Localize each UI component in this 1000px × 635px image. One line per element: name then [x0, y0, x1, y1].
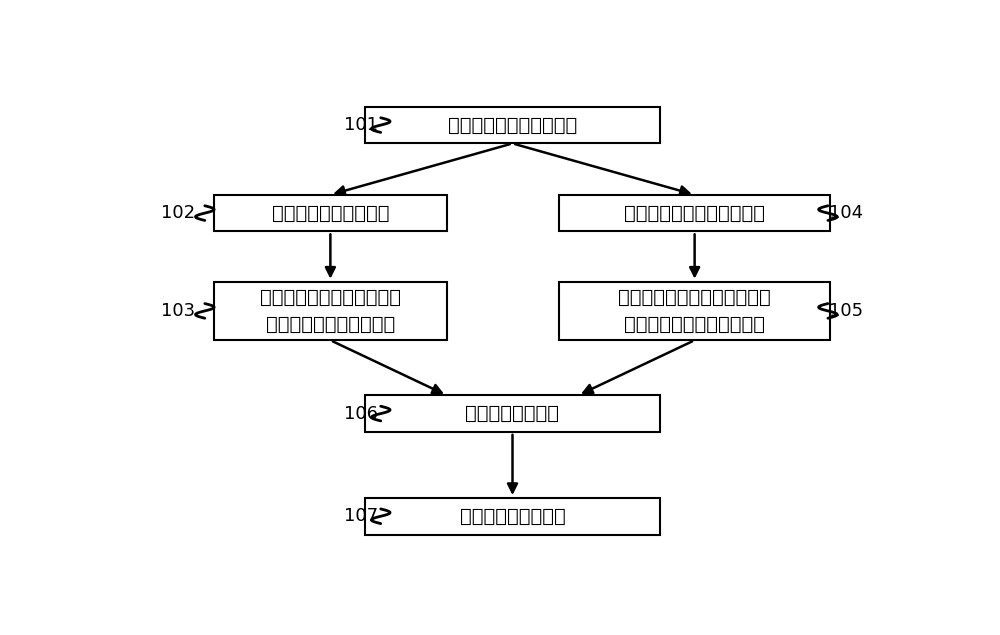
- Text: 106: 106: [344, 404, 378, 422]
- Text: 提取患者用药相关要素信息: 提取患者用药相关要素信息: [624, 204, 765, 223]
- FancyBboxPatch shape: [365, 395, 660, 432]
- FancyBboxPatch shape: [365, 107, 660, 144]
- Text: 生成用药合理性信息: 生成用药合理性信息: [460, 507, 565, 526]
- Text: 提取药品使用要素信息: 提取药品使用要素信息: [272, 204, 389, 223]
- Text: 102: 102: [161, 204, 195, 222]
- FancyBboxPatch shape: [214, 195, 447, 231]
- FancyBboxPatch shape: [365, 498, 660, 535]
- Text: 104: 104: [829, 204, 863, 222]
- Text: 103: 103: [161, 302, 195, 320]
- Text: 关联匹配度的处理: 关联匹配度的处理: [466, 404, 560, 423]
- Text: 105: 105: [829, 302, 863, 320]
- Text: 通过多维度属性项字典对药
品使用要素信息进行处理: 通过多维度属性项字典对药 品使用要素信息进行处理: [260, 288, 401, 333]
- FancyBboxPatch shape: [559, 281, 830, 340]
- Text: 101: 101: [344, 116, 378, 134]
- FancyBboxPatch shape: [559, 195, 830, 231]
- Text: 107: 107: [344, 507, 378, 525]
- Text: 通过多维度属性项字典对患者
用药相关要素信息进行处理: 通过多维度属性项字典对患者 用药相关要素信息进行处理: [618, 288, 771, 333]
- Text: 建立多维度属性项字典库: 建立多维度属性项字典库: [448, 116, 577, 135]
- FancyBboxPatch shape: [214, 281, 447, 340]
